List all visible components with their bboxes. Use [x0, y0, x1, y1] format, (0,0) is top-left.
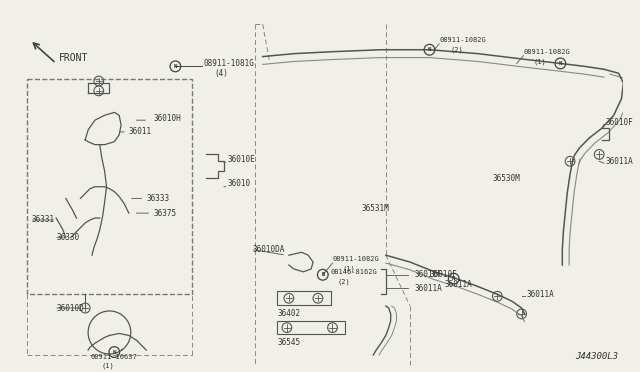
Bar: [277, 321, 345, 334]
Text: B: B: [321, 272, 324, 277]
Bar: [27, 79, 192, 294]
Text: N: N: [174, 64, 177, 69]
Text: FRONT: FRONT: [59, 52, 88, 62]
Text: 36330: 36330: [56, 233, 79, 242]
Text: 36402: 36402: [277, 310, 300, 318]
Text: (2): (2): [337, 278, 350, 285]
Text: 36011A: 36011A: [606, 157, 634, 166]
Text: 36010F: 36010F: [606, 118, 634, 126]
Text: 36010F: 36010F: [415, 270, 443, 279]
Text: (1): (1): [342, 266, 355, 272]
Text: (2): (2): [451, 46, 463, 53]
Text: 08911-1082G: 08911-1082G: [524, 49, 570, 55]
Text: 08911-1082G: 08911-1082G: [333, 256, 380, 262]
Text: 36010: 36010: [228, 179, 251, 188]
Text: 36375: 36375: [153, 209, 176, 218]
Text: 36545: 36545: [277, 338, 300, 347]
Text: 36011A: 36011A: [527, 290, 554, 299]
Bar: [277, 291, 330, 305]
Text: 36531M: 36531M: [362, 204, 389, 213]
Text: 36010D: 36010D: [56, 304, 84, 312]
Text: N: N: [428, 47, 431, 52]
Text: 36011A: 36011A: [415, 284, 443, 293]
Text: 36010F: 36010F: [429, 270, 457, 279]
Text: 08911-1082G: 08911-1082G: [439, 37, 486, 43]
Text: 36011: 36011: [129, 128, 152, 137]
Text: 36530M: 36530M: [493, 174, 520, 183]
Text: 36010DA: 36010DA: [253, 245, 285, 254]
Text: 08146-8162G: 08146-8162G: [330, 269, 378, 275]
Text: 36011A: 36011A: [444, 280, 472, 289]
Text: (1): (1): [102, 362, 115, 369]
Text: J44300L3: J44300L3: [575, 352, 618, 362]
Text: 36010E: 36010E: [228, 155, 255, 164]
Text: 08911-10637: 08911-10637: [90, 354, 137, 360]
Text: N: N: [452, 276, 455, 281]
Text: 36333: 36333: [147, 194, 170, 203]
Text: (1): (1): [533, 58, 546, 65]
Text: 36331: 36331: [32, 215, 55, 224]
Text: N: N: [559, 61, 562, 66]
Text: (4): (4): [214, 69, 228, 78]
Text: 36010H: 36010H: [153, 114, 181, 123]
Text: 08911-1081G: 08911-1081G: [204, 59, 254, 68]
Text: N: N: [113, 350, 116, 355]
